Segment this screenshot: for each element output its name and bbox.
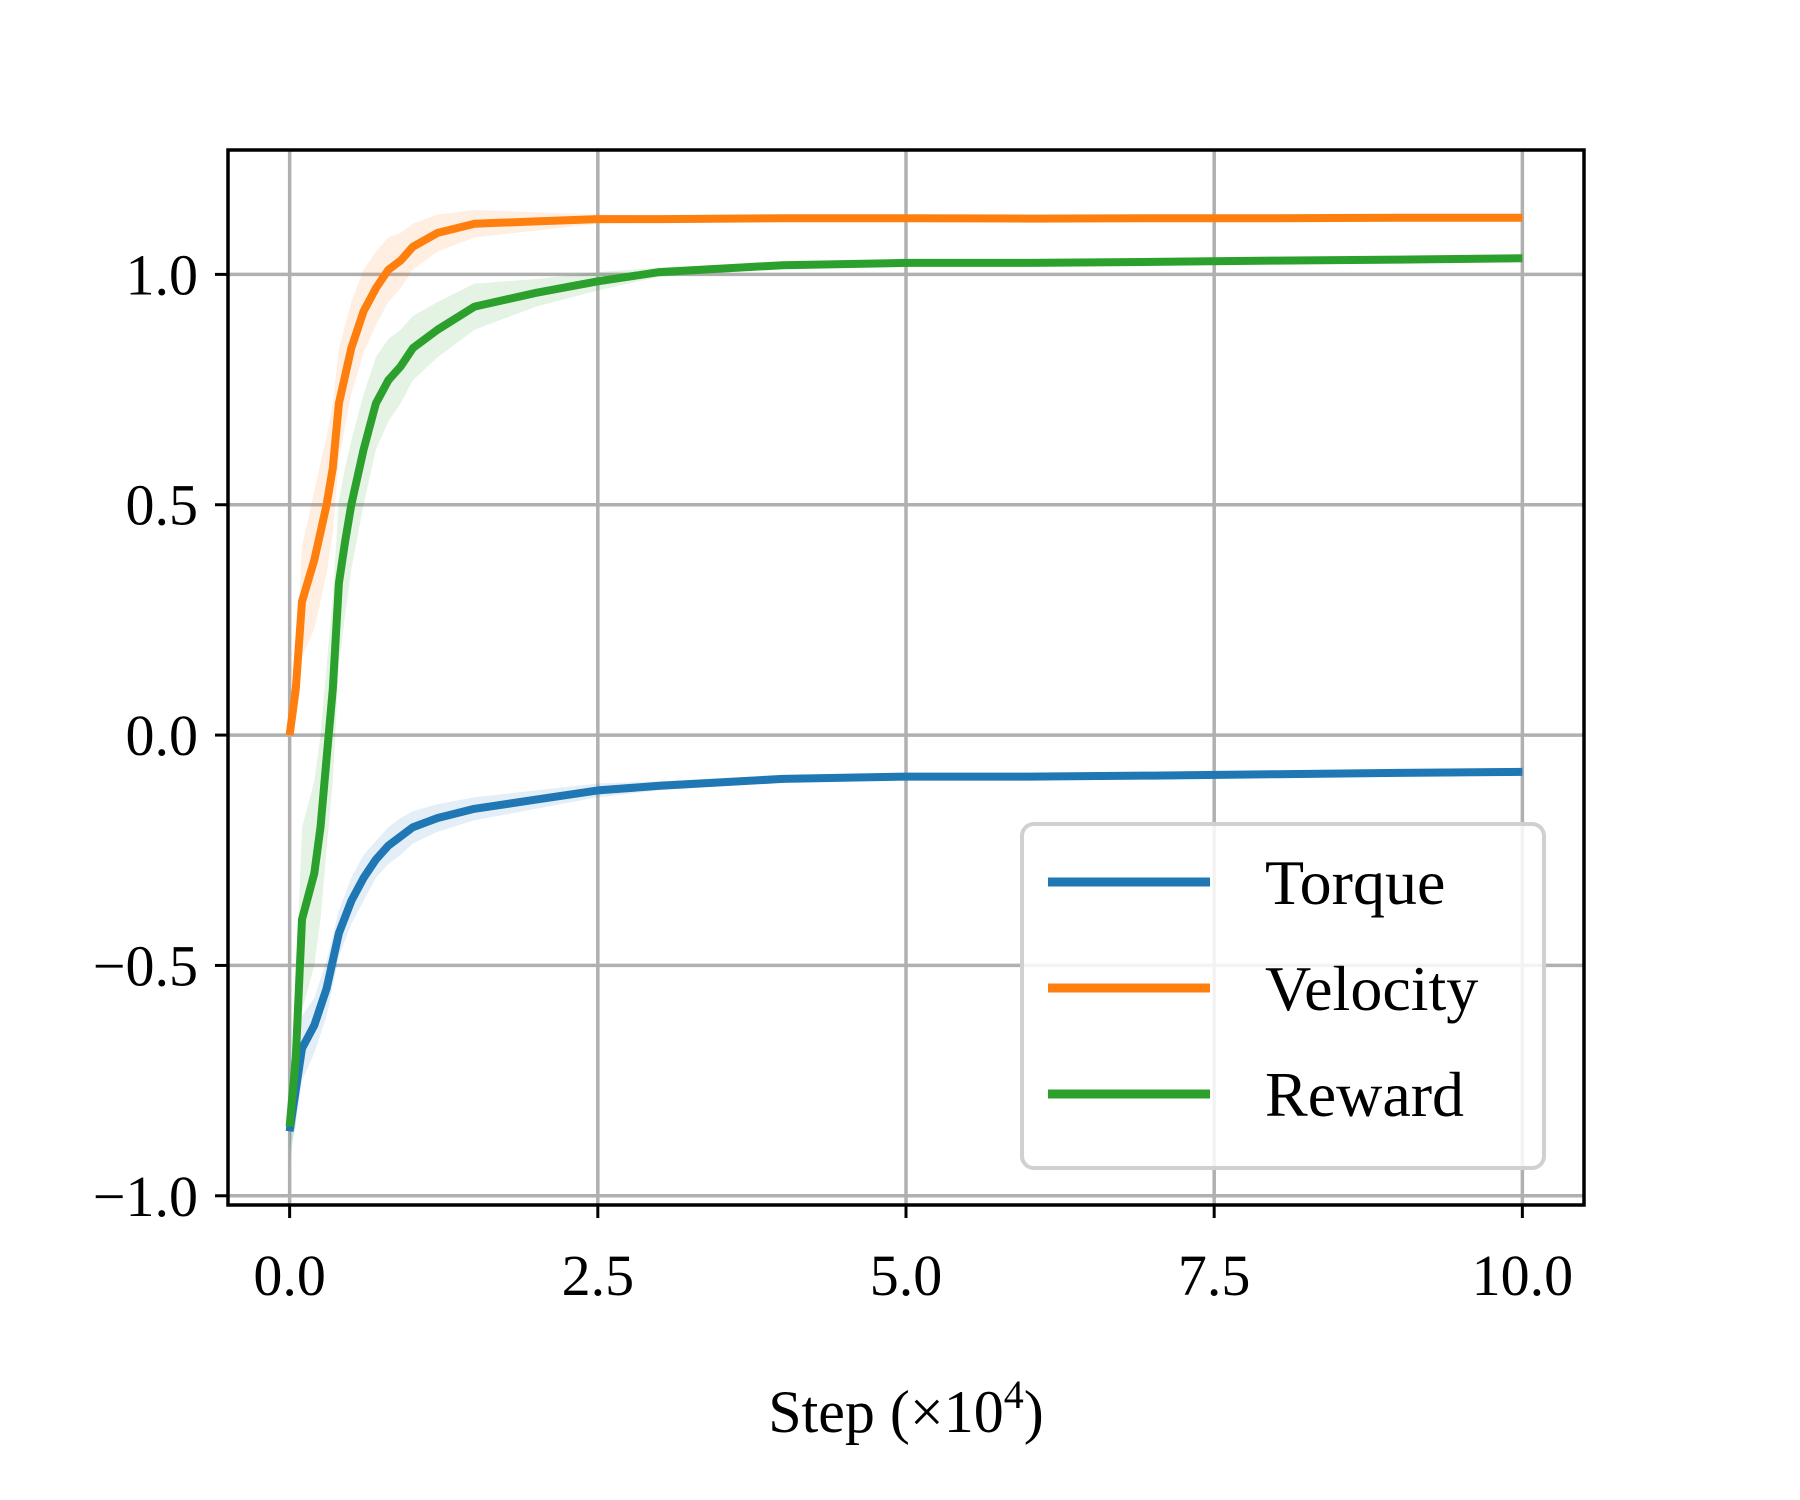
y-tick-label: −1.0 bbox=[93, 1164, 198, 1229]
legend-item-reward: Reward bbox=[1048, 1059, 1464, 1130]
legend-box bbox=[1020, 822, 1546, 1170]
legend: Torque Velocity Reward bbox=[1020, 822, 1546, 1170]
y-tick-label: 0.5 bbox=[126, 473, 199, 538]
x-tick-label: 2.5 bbox=[562, 1243, 635, 1308]
y-tick-label: 1.0 bbox=[126, 242, 199, 307]
legend-label-reward: Reward bbox=[1265, 1059, 1464, 1130]
x-tick-label: 0.0 bbox=[253, 1243, 326, 1308]
series-lines bbox=[285, 213, 1523, 1132]
x-tick-label: 5.0 bbox=[870, 1243, 943, 1308]
x-tick-label: 10.0 bbox=[1472, 1243, 1574, 1308]
y-tick-label: −0.5 bbox=[93, 933, 198, 998]
legend-item-velocity: Velocity bbox=[1048, 953, 1478, 1024]
line-reward bbox=[285, 254, 1523, 1128]
x-axis-label-exponent: 4 bbox=[1004, 1372, 1024, 1417]
grid bbox=[228, 150, 1584, 1205]
legend-label-torque: Torque bbox=[1265, 847, 1445, 918]
x-axis: 0.0 2.5 5.0 7.5 10.0 bbox=[253, 1205, 1573, 1308]
y-axis: −1.0 −0.5 0.0 0.5 1.0 bbox=[93, 242, 228, 1229]
y-tick-label: 0.0 bbox=[126, 703, 199, 768]
x-tick-label: 7.5 bbox=[1178, 1243, 1251, 1308]
legend-item-torque: Torque bbox=[1048, 847, 1445, 918]
band-velocity bbox=[289, 209, 1523, 736]
legend-label-velocity: Velocity bbox=[1265, 953, 1478, 1024]
line-torque bbox=[285, 767, 1523, 1132]
line-velocity bbox=[285, 213, 1523, 736]
x-axis-label: Step (×104) bbox=[768, 1372, 1043, 1445]
